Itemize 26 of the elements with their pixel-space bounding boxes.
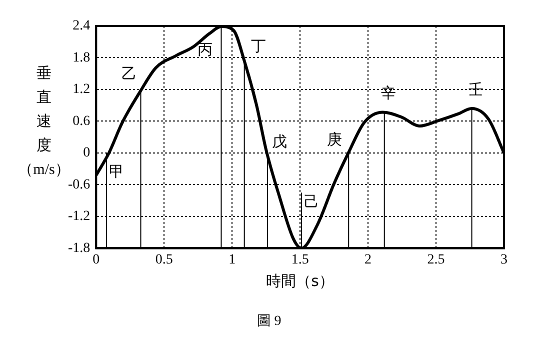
annotation: 丁 bbox=[250, 36, 266, 55]
x-tick-label: 2 bbox=[364, 252, 372, 268]
x-tick-label: 0 bbox=[92, 252, 100, 268]
x-tick-label: 1 bbox=[228, 252, 236, 268]
annotation: 丙 bbox=[198, 40, 213, 58]
y-tick-label: -1.8 bbox=[68, 240, 90, 256]
y-axis-title: 垂直速度（m/s） bbox=[18, 66, 70, 178]
y-tick-label: -1.2 bbox=[68, 209, 90, 224]
x-axis-title: 時間（s） bbox=[266, 272, 334, 290]
x-tick-label: 2.5 bbox=[427, 252, 445, 268]
annotation: 己 bbox=[304, 192, 319, 211]
annotation: 戊 bbox=[272, 132, 287, 150]
y-tick-label: 0 bbox=[83, 146, 90, 161]
x-tick-label: 1.5 bbox=[291, 252, 309, 268]
y-tick-label: 1.8 bbox=[72, 50, 90, 66]
y-tick-label: 2.4 bbox=[72, 18, 90, 34]
caption: 圖 9 bbox=[256, 313, 282, 330]
annotation: 辛 bbox=[380, 84, 396, 102]
y-tick-label: -0.6 bbox=[68, 177, 90, 192]
annotation: 庚 bbox=[327, 130, 342, 148]
x-tick-label: 3 bbox=[500, 252, 508, 268]
annotation: 乙 bbox=[121, 64, 136, 82]
x-tick-label: 0.5 bbox=[155, 252, 173, 268]
annotation: 甲 bbox=[108, 162, 124, 180]
y-tick-label: 0.6 bbox=[72, 114, 90, 129]
y-tick-label: 1.2 bbox=[72, 82, 90, 98]
